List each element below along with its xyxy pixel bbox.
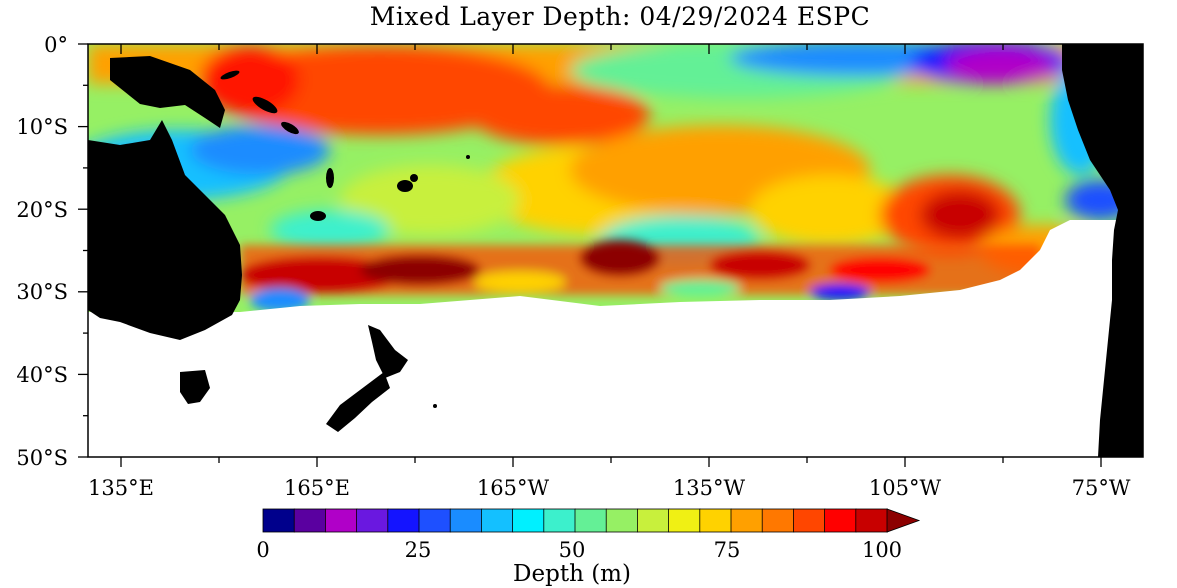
colorbar-swatch <box>761 508 795 533</box>
colorbar-swatch <box>543 508 576 533</box>
lon-label-135e: 135°E <box>88 476 154 500</box>
mixed-layer-depth-field <box>88 44 1143 457</box>
lat-ticks <box>78 43 1143 458</box>
lat-label-0: 0° <box>44 33 68 57</box>
colorbar-swatch <box>824 508 857 533</box>
lat-label-50s: 50°S <box>16 446 68 470</box>
colorbar-title: Depth (m) <box>513 561 631 587</box>
lon-label-165e: 165°E <box>284 476 350 500</box>
colorbar-tick-75: 75 <box>714 538 741 562</box>
land-masses <box>88 44 1143 457</box>
colorbar-swatch <box>699 508 732 533</box>
colorbar-swatch <box>293 508 327 533</box>
colorbar-swatch <box>387 508 420 533</box>
colorbar-swatch <box>574 508 608 533</box>
lat-label-10s: 10°S <box>16 115 68 139</box>
lon-label-135w: 135°W <box>673 476 746 500</box>
colorbar-swatch <box>855 508 888 533</box>
lat-label-40s: 40°S <box>16 363 68 387</box>
colorbar-swatch <box>262 508 296 533</box>
colorbar-swatch <box>637 508 670 533</box>
lat-label-20s: 20°S <box>16 198 68 222</box>
colorbar-swatch <box>449 508 483 533</box>
colorbar-swatch <box>324 508 358 533</box>
colorbar-extend-triangle <box>886 508 921 533</box>
colorbar-swatch <box>668 508 701 533</box>
map-title: Mixed Layer Depth: 04/29/2024 ESPC <box>369 2 871 31</box>
colorbar-tick-100: 100 <box>862 538 902 562</box>
colorbar-swatch <box>356 508 389 533</box>
colorbar <box>262 508 921 533</box>
colorbar-swatch <box>512 508 545 533</box>
colorbar-swatch <box>418 508 452 533</box>
colorbar-swatch <box>480 508 514 533</box>
lon-label-75w: 75°W <box>1072 476 1131 500</box>
lat-label-30s: 30°S <box>16 280 68 304</box>
colorbar-tick-25: 25 <box>405 538 432 562</box>
colorbar-tick-50: 50 <box>559 538 586 562</box>
lon-ticks <box>120 44 1102 467</box>
colorbar-swatch <box>605 508 639 533</box>
colorbar-tick-0: 0 <box>256 538 269 562</box>
colorbar-swatch <box>730 508 764 533</box>
lon-label-165w: 165°W <box>477 476 550 500</box>
lon-label-105w: 105°W <box>869 476 942 500</box>
colorbar-swatch <box>793 508 826 533</box>
